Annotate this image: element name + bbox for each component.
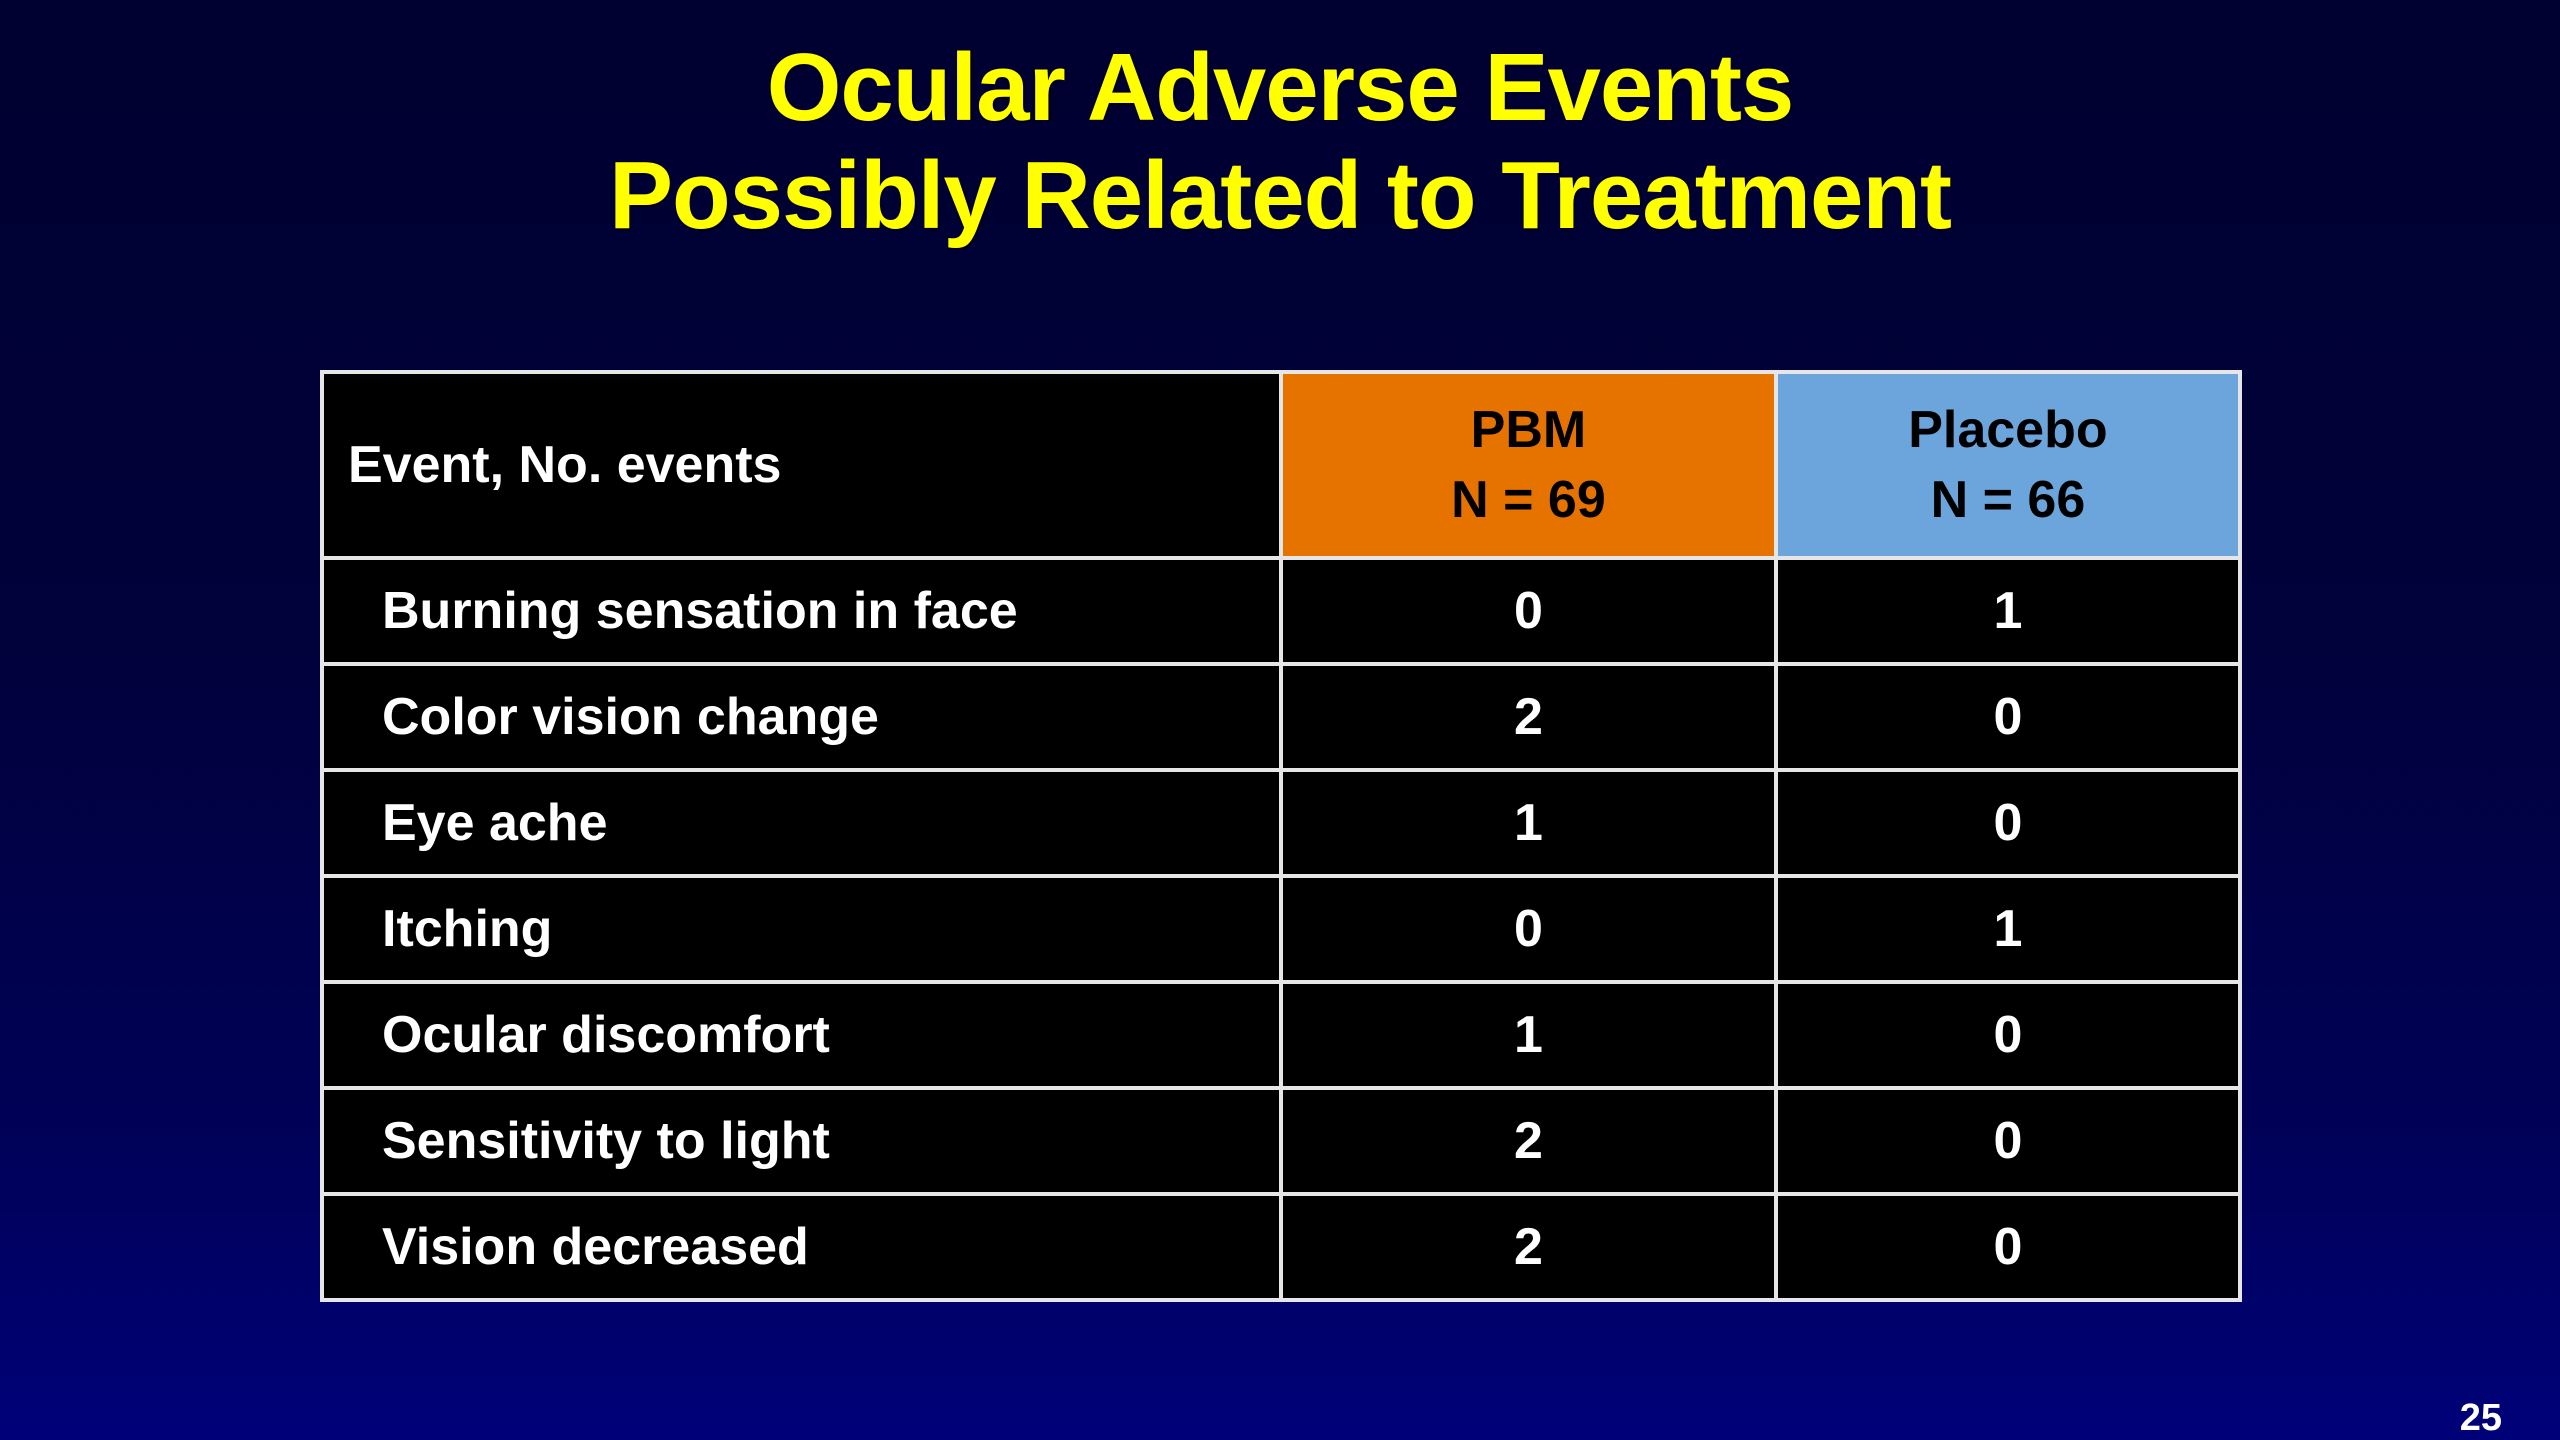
column-header-pbm: PBM N = 69 [1279, 370, 1778, 560]
event-cell: Burning sensation in face [320, 556, 1283, 666]
pbm-value-cell: 2 [1279, 662, 1778, 772]
placebo-value-cell: 1 [1773, 874, 2243, 984]
table-row: Eye ache 1 0 [320, 768, 2243, 878]
pbm-header-name: PBM [1470, 400, 1587, 459]
placebo-value-cell: 0 [1773, 768, 2243, 878]
placebo-value-cell: 0 [1773, 1086, 2243, 1196]
event-cell: Color vision change [320, 662, 1283, 772]
event-cell: Eye ache [320, 768, 1283, 878]
pbm-value-cell: 1 [1279, 980, 1778, 1090]
placebo-value-cell: 0 [1773, 1192, 2243, 1302]
pbm-value-cell: 1 [1279, 768, 1778, 878]
table-row: Itching 0 1 [320, 874, 2243, 984]
event-cell: Ocular discomfort [320, 980, 1283, 1090]
adverse-events-table: Event, No. events PBM N = 69 Placebo N =… [320, 370, 2243, 1302]
placebo-value-cell: 1 [1773, 556, 2243, 666]
table-row: Color vision change 2 0 [320, 662, 2243, 772]
table-row: Vision decreased 2 0 [320, 1192, 2243, 1302]
slide-title-line2: Possibly Related to Treatment [608, 142, 1952, 250]
placebo-value-cell: 0 [1773, 662, 2243, 772]
column-header-placebo: Placebo N = 66 [1773, 370, 2243, 560]
slide-page-number: 25 [2459, 1397, 2502, 1439]
pbm-value-cell: 2 [1279, 1192, 1778, 1302]
pbm-value-cell: 0 [1279, 874, 1778, 984]
pbm-value-cell: 0 [1279, 556, 1778, 666]
slide-title: Ocular Adverse Events Possibly Related t… [0, 34, 2560, 251]
pbm-header-n: N = 69 [1451, 471, 1606, 529]
column-header-event: Event, No. events [320, 370, 1283, 560]
table-header-row: Event, No. events PBM N = 69 Placebo N =… [320, 370, 2243, 560]
placebo-header-name: Placebo [1908, 400, 2108, 459]
event-cell: Vision decreased [320, 1192, 1283, 1302]
placebo-header-n: N = 66 [1930, 471, 2086, 529]
table-row: Ocular discomfort 1 0 [320, 980, 2243, 1090]
placebo-value-cell: 0 [1773, 980, 2243, 1090]
pbm-value-cell: 2 [1279, 1086, 1778, 1196]
table-row: Burning sensation in face 0 1 [320, 556, 2243, 666]
event-cell: Sensitivity to light [320, 1086, 1283, 1196]
table-row: Sensitivity to light 2 0 [320, 1086, 2243, 1196]
slide-title-line1: Ocular Adverse Events [766, 34, 1795, 141]
event-cell: Itching [320, 874, 1283, 984]
